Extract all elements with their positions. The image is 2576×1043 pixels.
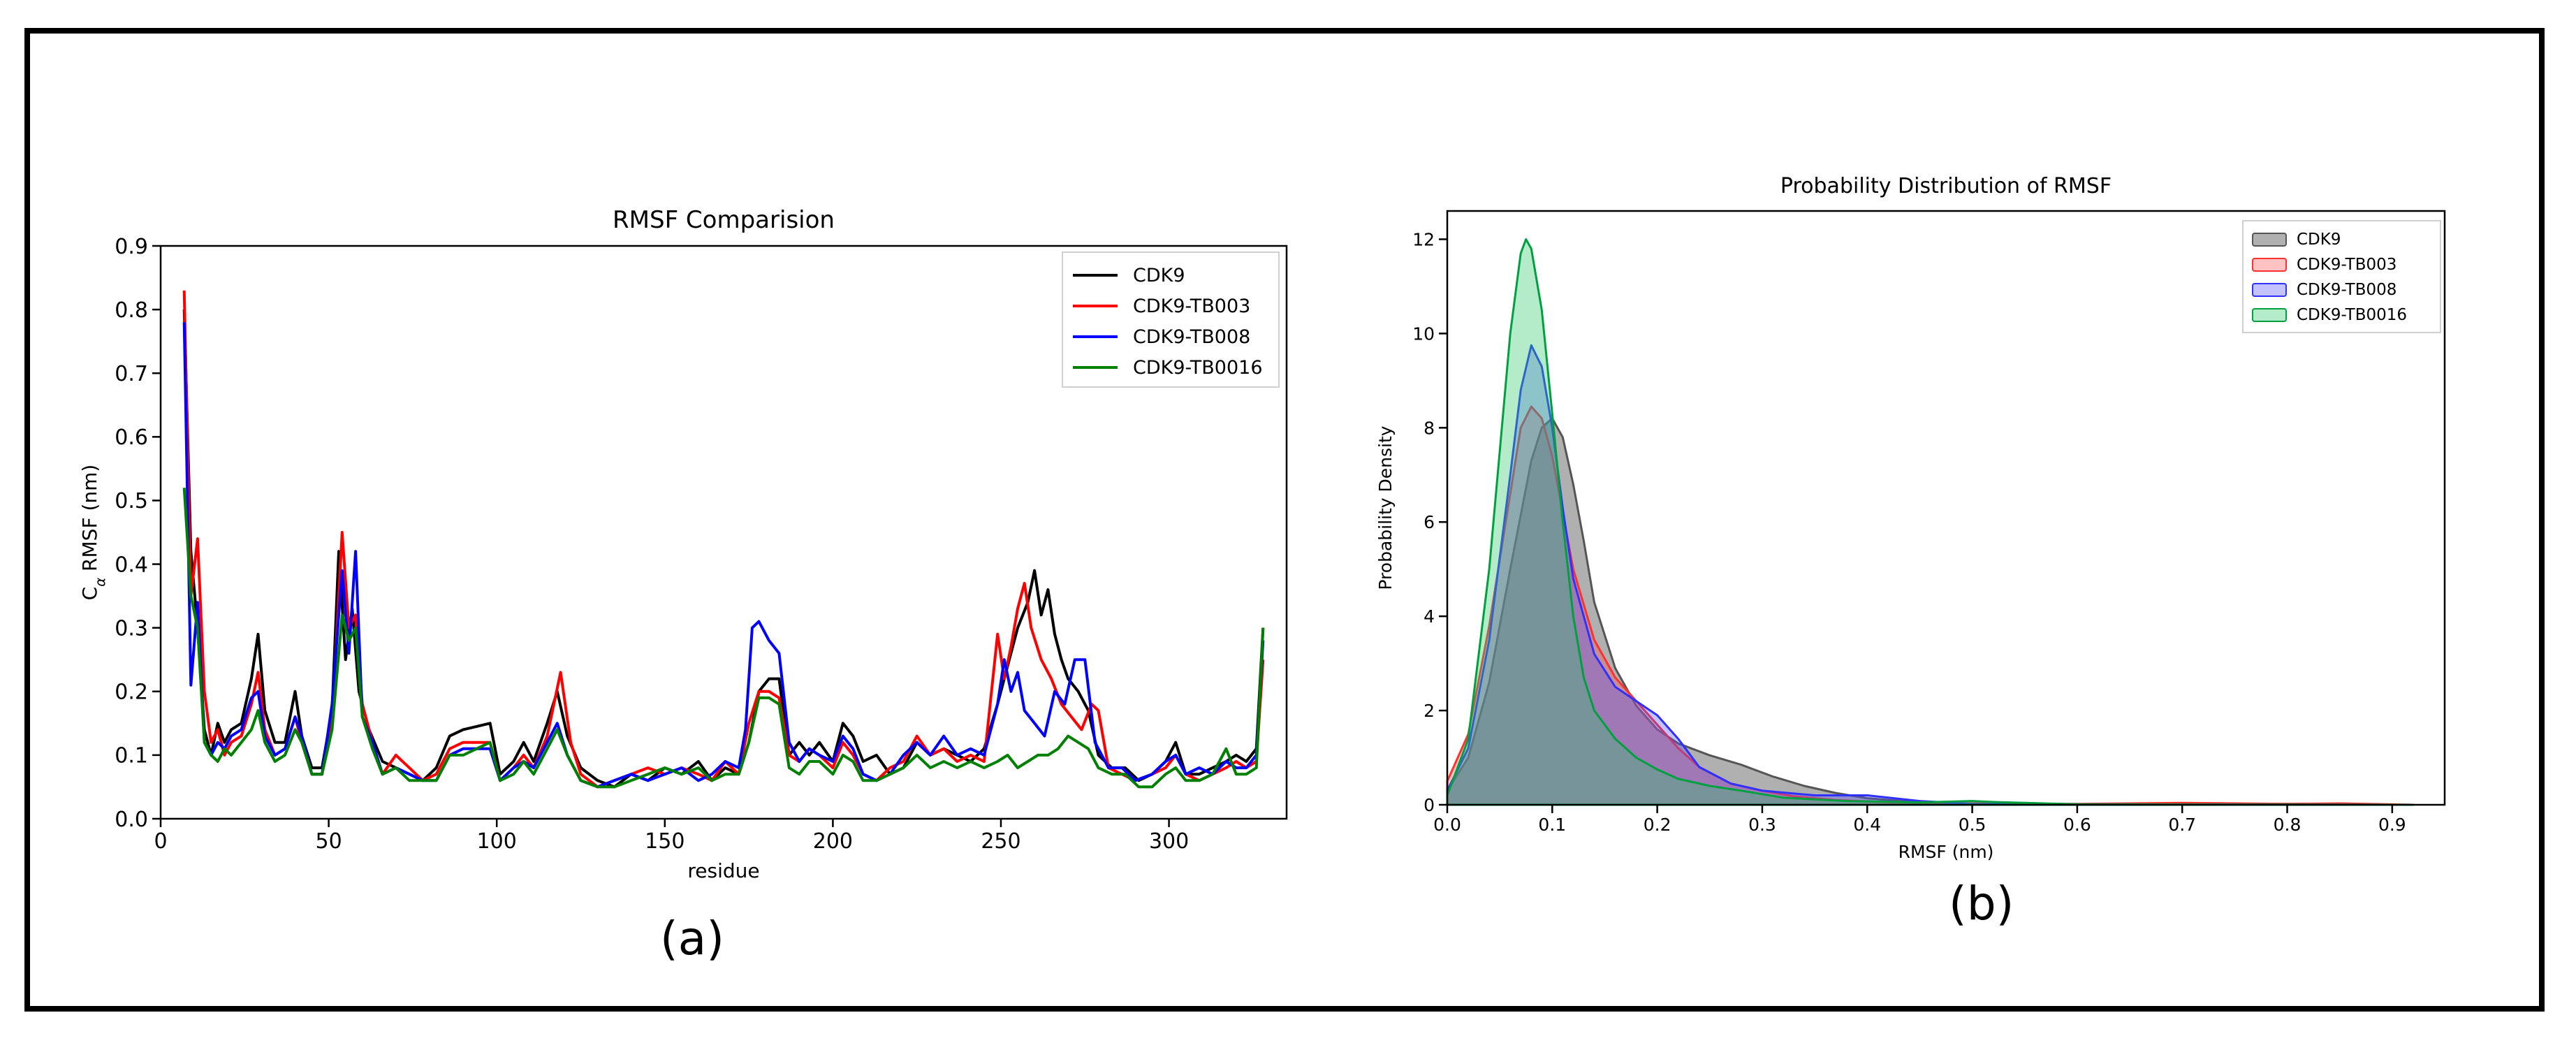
y-tick-label: 0.9 (115, 235, 148, 259)
series-line (182, 488, 1265, 789)
y-axis-label: Cα RMSF (nm) (78, 465, 108, 601)
legend-swatch (2252, 233, 2287, 247)
legend-item: CDK9-TB003 (2252, 252, 2431, 277)
x-tick-label: 0.1 (1538, 815, 1566, 835)
plot-area (1446, 210, 2446, 806)
x-tick-label: 200 (813, 829, 853, 854)
legend-label: CDK9-TB008 (1133, 326, 1251, 348)
legend-swatch (1073, 274, 1118, 277)
legend-label: CDK9 (2297, 231, 2341, 249)
x-tick-label: 50 (316, 829, 342, 854)
y-tick-label: 0.0 (115, 808, 148, 832)
y-tick-label: 12 (1412, 229, 1435, 249)
legend-item: CDK9-TB0016 (2252, 302, 2431, 328)
y-tick-label: 0.1 (115, 744, 148, 768)
legend-label: CDK9-TB0016 (2297, 306, 2408, 324)
y-tick-label: 10 (1412, 323, 1435, 344)
x-tick-label: 0.7 (2168, 815, 2196, 835)
x-axis-label: RMSF (nm) (1898, 842, 1994, 862)
plot-area (159, 245, 1288, 820)
y-tick-label: 0.4 (115, 553, 148, 577)
series-line (182, 309, 1265, 789)
legend-label: CDK9-TB003 (1133, 295, 1251, 317)
y-tick-label: 0.6 (115, 425, 148, 450)
x-tick-label: 0.5 (1959, 815, 1986, 835)
y-axis-label-rest: RMSF (nm) (78, 465, 101, 578)
panel-label-a: (a) (660, 912, 724, 965)
legend-item: CDK9 (2252, 227, 2431, 252)
legend-label: CDK9-TB008 (2297, 281, 2397, 299)
y-axis-label-sub: α (92, 578, 108, 587)
x-tick-label: 0.6 (2063, 815, 2091, 835)
legend-swatch (1073, 305, 1118, 307)
y-tick-label: 0.2 (115, 680, 148, 705)
legend-swatch (1073, 366, 1118, 369)
legend-item: CDK9-TB008 (2252, 277, 2431, 302)
y-tick-label: 0.7 (115, 362, 148, 386)
y-tick-label: 0 (1424, 795, 1435, 815)
y-tick-label: 0.8 (115, 298, 148, 323)
y-axis-label-main: C (78, 587, 101, 601)
chart-title: RMSF Comparision (613, 206, 835, 234)
y-axis-label: Probability Density (1375, 425, 1396, 590)
legend-b: CDK9 CDK9-TB003 CDK9-TB008 CDK9-TB0016 (2242, 220, 2441, 333)
legend-item: CDK9-TB003 (1073, 291, 1268, 321)
x-tick-label: 0.0 (1433, 815, 1461, 835)
series-area (1446, 238, 2415, 806)
y-tick-label: 2 (1424, 701, 1435, 721)
x-tick-label: 250 (981, 829, 1020, 854)
panel-label-b: (b) (1949, 877, 2014, 931)
x-tick-label: 300 (1149, 829, 1189, 854)
y-tick-label: 4 (1424, 606, 1435, 627)
legend-label: CDK9-TB0016 (1133, 356, 1263, 379)
legend-label: CDK9 (1133, 264, 1185, 286)
y-tick-label: 6 (1424, 512, 1435, 532)
x-tick-label: 0.8 (2274, 815, 2301, 835)
figure-frame (24, 28, 2545, 1012)
legend-swatch (2252, 283, 2287, 297)
series-area (1446, 344, 2415, 806)
x-tick-label: 100 (477, 829, 517, 854)
legend-item: CDK9-TB008 (1073, 321, 1268, 352)
legend-a: CDK9 CDK9-TB003 CDK9-TB008 CDK9-TB0016 (1062, 251, 1280, 388)
y-tick-label: 8 (1424, 418, 1435, 438)
x-tick-label: 0.9 (2378, 815, 2406, 835)
x-tick-label: 0.2 (1644, 815, 1671, 835)
y-tick-label: 0.3 (115, 616, 148, 641)
x-tick-label: 0 (154, 829, 167, 854)
legend-item: CDK9-TB0016 (1073, 352, 1268, 383)
legend-swatch (2252, 258, 2287, 272)
x-axis-label: residue (687, 859, 759, 882)
legend-swatch (1073, 335, 1118, 338)
x-tick-label: 150 (645, 829, 685, 854)
legend-item: CDK9 (1073, 260, 1268, 291)
legend-label: CDK9-TB003 (2297, 256, 2397, 274)
chart-title: Probability Distribution of RMSF (1780, 174, 2112, 198)
x-tick-label: 0.4 (1853, 815, 1881, 835)
legend-swatch (2252, 308, 2287, 322)
y-tick-label: 0.5 (115, 489, 148, 513)
x-tick-label: 0.3 (1748, 815, 1776, 835)
